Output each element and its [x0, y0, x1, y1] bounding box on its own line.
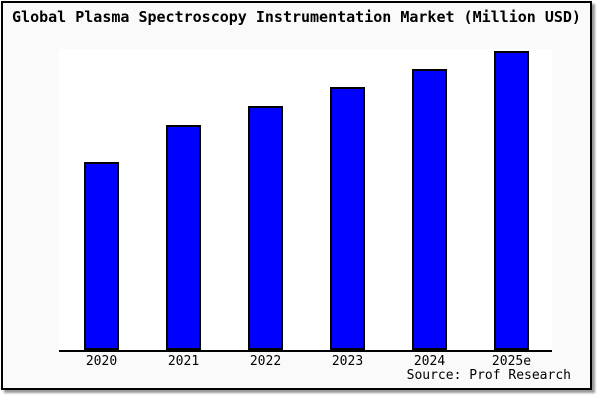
- x-tick-label-2024: 2024: [413, 354, 446, 369]
- bar-2024: [412, 69, 447, 350]
- x-tick-label-2025e: 2025e: [491, 354, 532, 369]
- x-tick-label-2020: 2020: [85, 354, 118, 369]
- chart-panel: Global Plasma Spectroscopy Instrumentati…: [1, 1, 592, 390]
- chart-title: Global Plasma Spectroscopy Instrumentati…: [12, 8, 581, 26]
- source-label: Source: Prof Research: [406, 368, 571, 383]
- x-tick-label-2021: 2021: [167, 354, 200, 369]
- bar-2025e: [494, 51, 529, 350]
- plot-area: 2020 2021 2022 2023 2024 2025e: [59, 49, 552, 369]
- bar-2022: [248, 106, 283, 350]
- bar-2023: [330, 87, 365, 350]
- x-tick-label-2022: 2022: [249, 354, 282, 369]
- x-tick-label-2023: 2023: [331, 354, 364, 369]
- bar-2021: [166, 125, 201, 350]
- bar-2020: [84, 162, 119, 350]
